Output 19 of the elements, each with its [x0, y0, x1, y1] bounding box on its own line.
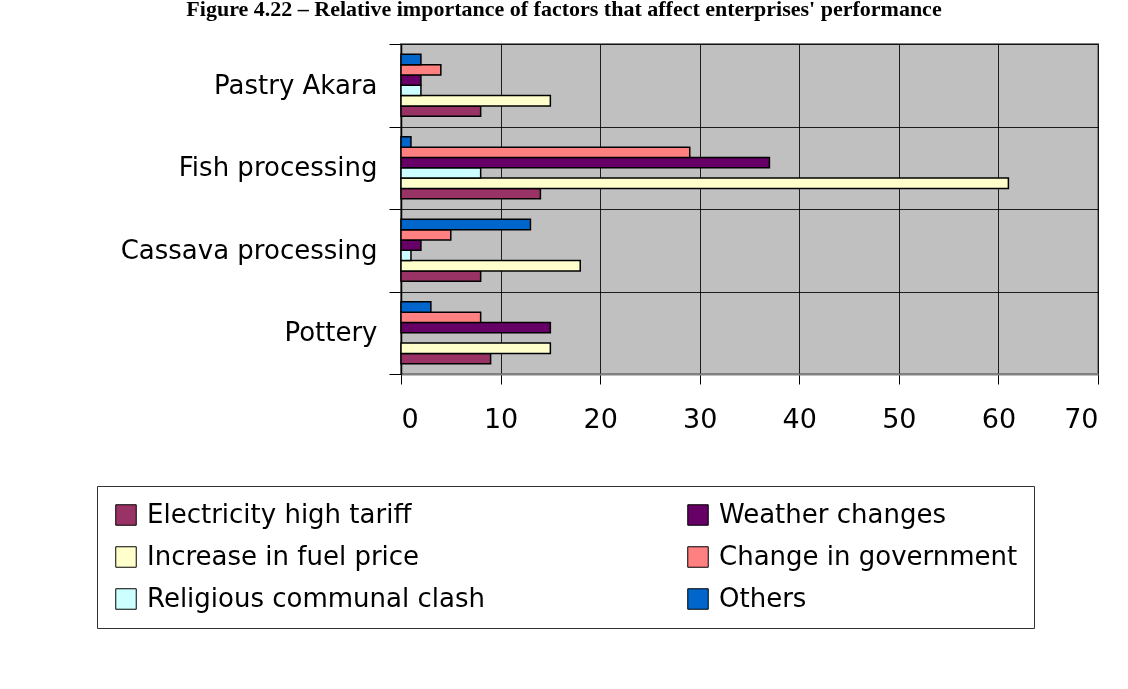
x-tick-label: 0 [401, 402, 419, 434]
x-tick-label: 40 [782, 402, 817, 434]
y-tick-label: Fish processing [178, 152, 378, 183]
x-tick-label: 50 [882, 402, 917, 434]
legend-label: Increase in fuel price [147, 541, 420, 571]
y-tick-label: Cassava processing [120, 234, 378, 265]
chart-title: Figure 4.22 – Relative importance of factors that affect enterprises' performance [186, 0, 942, 21]
legend-label: Change in government [719, 541, 1018, 571]
x-tick-label: 60 [981, 402, 1017, 434]
legend-label: Religious communal clash [147, 583, 485, 613]
x-tick-label: 30 [683, 402, 718, 434]
legend-label: Others [719, 583, 807, 613]
x-tick-label: 20 [583, 402, 618, 434]
x-tick-label: 70 [1064, 402, 1099, 434]
x-tick-label: 10 [483, 402, 519, 434]
y-tick-label: Pastry Akara [214, 69, 378, 100]
y-tick-label: Pottery [284, 317, 378, 348]
legend-label: Electricity high tariff [147, 499, 413, 529]
legend-label: Weather changes [719, 499, 946, 529]
